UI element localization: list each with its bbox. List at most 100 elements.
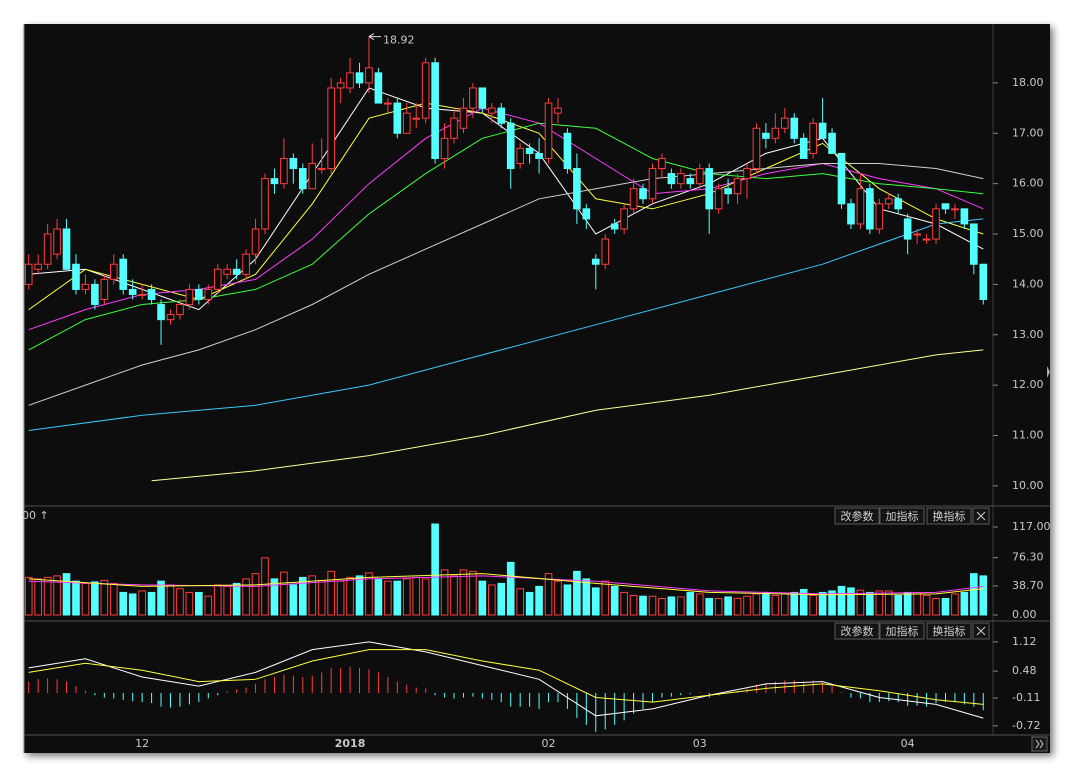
volume-bar (837, 585, 846, 616)
volume-bar (138, 590, 146, 616)
volume-bar (280, 571, 288, 616)
volume-bar (591, 587, 600, 616)
candle-body (506, 122, 515, 170)
volume-bar (733, 597, 742, 616)
volume-bar (762, 591, 770, 616)
volume-bar (951, 593, 959, 616)
candle-body (213, 268, 222, 290)
annotation-label: 18.92 (383, 34, 415, 47)
candle-body (109, 263, 118, 280)
candle-body (856, 188, 865, 225)
volume-bar (629, 594, 638, 616)
x-tick-label: 03 (693, 737, 707, 750)
volume-bar (875, 590, 884, 616)
line-series (28, 573, 984, 596)
y-tick-label: 76.30 (1012, 551, 1044, 564)
candle-body (837, 152, 846, 205)
candle-body (970, 223, 978, 265)
volume-bar (270, 578, 279, 616)
button[interactable]: 改参数 (834, 622, 880, 640)
volume-bar (242, 578, 250, 616)
volume-bar (147, 591, 156, 616)
volume-bar (554, 580, 562, 616)
volume-bar (695, 593, 704, 616)
candle-body (185, 288, 194, 306)
button[interactable]: 加指标 (879, 507, 925, 525)
volume-bar (204, 595, 213, 616)
candle-body (658, 157, 666, 170)
volume-bar (714, 597, 723, 616)
candle-body (327, 87, 335, 170)
x-tick-label: 04 (901, 737, 915, 750)
y-tick-label: 1.12 (1012, 635, 1037, 648)
button[interactable]: 换指标 (926, 507, 972, 525)
button-label: 加指标 (886, 624, 919, 638)
volume-bar (525, 591, 534, 616)
candle-body (762, 132, 770, 139)
candle-body (828, 132, 836, 154)
line-series (151, 349, 984, 482)
close-icon (976, 626, 986, 636)
candle-body (903, 218, 912, 240)
volume-bar (308, 575, 317, 616)
y-tick-label: 18.00 (1012, 76, 1044, 89)
volume-bar (365, 572, 373, 616)
volume-bar (686, 591, 695, 616)
button[interactable]: 加指标 (879, 622, 925, 640)
close-button[interactable] (972, 507, 990, 525)
volume-bar (157, 580, 165, 616)
candle-body (43, 233, 52, 265)
candle-body (138, 293, 146, 296)
candle-body (591, 258, 600, 265)
candle-body (24, 263, 33, 285)
volume-bar (790, 591, 799, 616)
volume-bar (743, 595, 751, 616)
volume-bar (346, 576, 354, 616)
volume-bar (43, 576, 52, 616)
candle-body (81, 283, 90, 290)
candle-body (516, 147, 524, 165)
volume-bar (232, 582, 241, 616)
candle-body (251, 228, 260, 255)
volume-bar (336, 580, 345, 616)
candle-body (620, 208, 628, 230)
candle-body (714, 188, 723, 210)
button[interactable]: 改参数 (834, 507, 880, 525)
candle-body (686, 178, 695, 185)
candle-body (346, 72, 354, 89)
button-box (926, 507, 972, 525)
candle-body (223, 268, 232, 275)
candle-body (469, 87, 477, 109)
y-tick-label: 117.00 (1012, 520, 1051, 533)
candle-body (242, 253, 250, 275)
button-label: 换指标 (933, 624, 966, 638)
line-series (28, 218, 984, 431)
candle-body (818, 122, 827, 139)
y-tick-label: 11.00 (1012, 428, 1044, 441)
line-series (28, 163, 984, 406)
button[interactable]: 换指标 (926, 622, 972, 640)
volume-bar (856, 589, 865, 616)
annotation-arrow (368, 33, 381, 41)
candle-body (91, 283, 99, 306)
volume-bar (91, 581, 99, 616)
volume-bar (317, 579, 326, 616)
volume-bar (402, 578, 411, 616)
candle-body (799, 137, 808, 159)
volume-bar (355, 575, 364, 616)
candle-body (648, 168, 657, 200)
volume-bar (53, 575, 61, 616)
y-tick-label: 13.00 (1012, 328, 1044, 341)
volume-bar (100, 579, 109, 616)
candle-body (365, 67, 373, 84)
candle-body (563, 132, 572, 170)
candle-body (913, 233, 921, 236)
volume-bar (799, 588, 808, 616)
volume-bar (374, 578, 383, 616)
candle-body (582, 208, 591, 220)
candle-body (157, 304, 165, 321)
close-button[interactable] (972, 622, 990, 640)
candle-body (601, 238, 610, 265)
candle-body (610, 223, 619, 230)
side-arrow (1047, 366, 1050, 378)
